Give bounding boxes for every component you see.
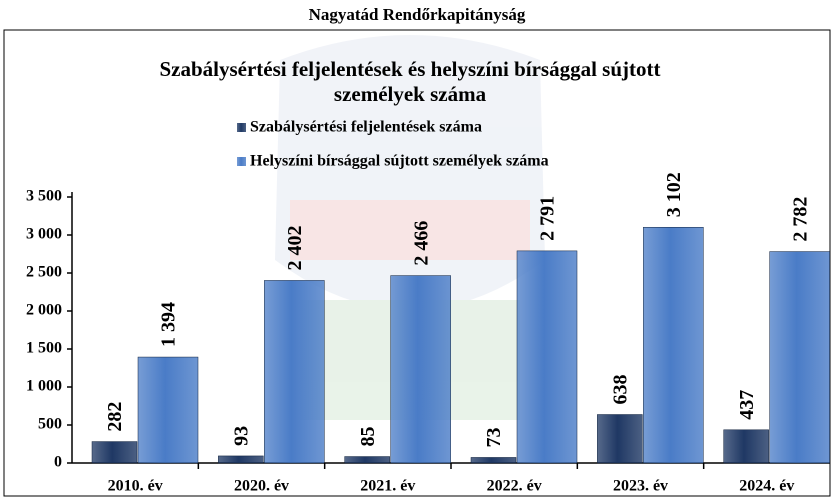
bar	[391, 276, 451, 463]
value-label: 85	[357, 427, 379, 447]
bar	[218, 456, 263, 463]
value-label: 638	[609, 375, 631, 405]
x-tick-label: 2024. év	[739, 478, 794, 495]
bar	[92, 442, 137, 463]
bar	[643, 227, 703, 463]
x-tick-label: 2021. év	[360, 478, 415, 495]
value-label: 73	[483, 427, 505, 447]
legend-marker	[237, 123, 246, 132]
value-label: 93	[230, 426, 252, 446]
bar	[517, 251, 577, 463]
bar	[138, 357, 198, 463]
value-label: 437	[736, 390, 758, 420]
bar	[471, 457, 516, 463]
header: Nagyatád Rendőrkapitányság	[309, 5, 526, 24]
chart-title: Szabálysértési feljelentések és helyszín…	[159, 57, 660, 81]
value-label: 2 791	[537, 196, 559, 241]
legend-marker	[237, 157, 246, 166]
x-tick-label: 2010. év	[108, 478, 163, 495]
bar	[345, 457, 390, 463]
value-label: 2 402	[284, 225, 306, 270]
value-label: 2 466	[410, 221, 432, 266]
bar	[264, 280, 324, 463]
x-tick-label: 2022. év	[487, 478, 542, 495]
chart: Nagyatád Rendőrkapitányság Szabálysértés…	[0, 0, 834, 498]
y-tick-label: 1 500	[26, 340, 62, 357]
y-tick-label: 3 000	[26, 226, 62, 243]
legend-label: Helyszíni bírsággal sújtott személyek sz…	[250, 153, 549, 170]
value-label: 1 394	[158, 302, 180, 347]
value-label: 282	[104, 402, 126, 432]
y-tick-label: 2 500	[26, 264, 62, 281]
y-tick-label: 1 000	[26, 378, 62, 395]
value-label: 3 102	[663, 172, 685, 217]
chart-title: személyek száma	[334, 82, 487, 106]
legend-label: Szabálysértési feljelentések száma	[250, 119, 482, 136]
y-tick-label: 500	[38, 416, 62, 433]
x-tick-label: 2023. év	[613, 478, 668, 495]
bar	[770, 252, 830, 463]
y-tick-label: 0	[54, 454, 62, 471]
bar	[597, 415, 642, 463]
x-tick-label: 2020. év	[234, 478, 289, 495]
y-tick-label: 3 500	[26, 188, 62, 205]
y-tick-label: 2 000	[26, 302, 62, 319]
bar	[724, 430, 769, 463]
value-label: 2 782	[789, 197, 811, 242]
